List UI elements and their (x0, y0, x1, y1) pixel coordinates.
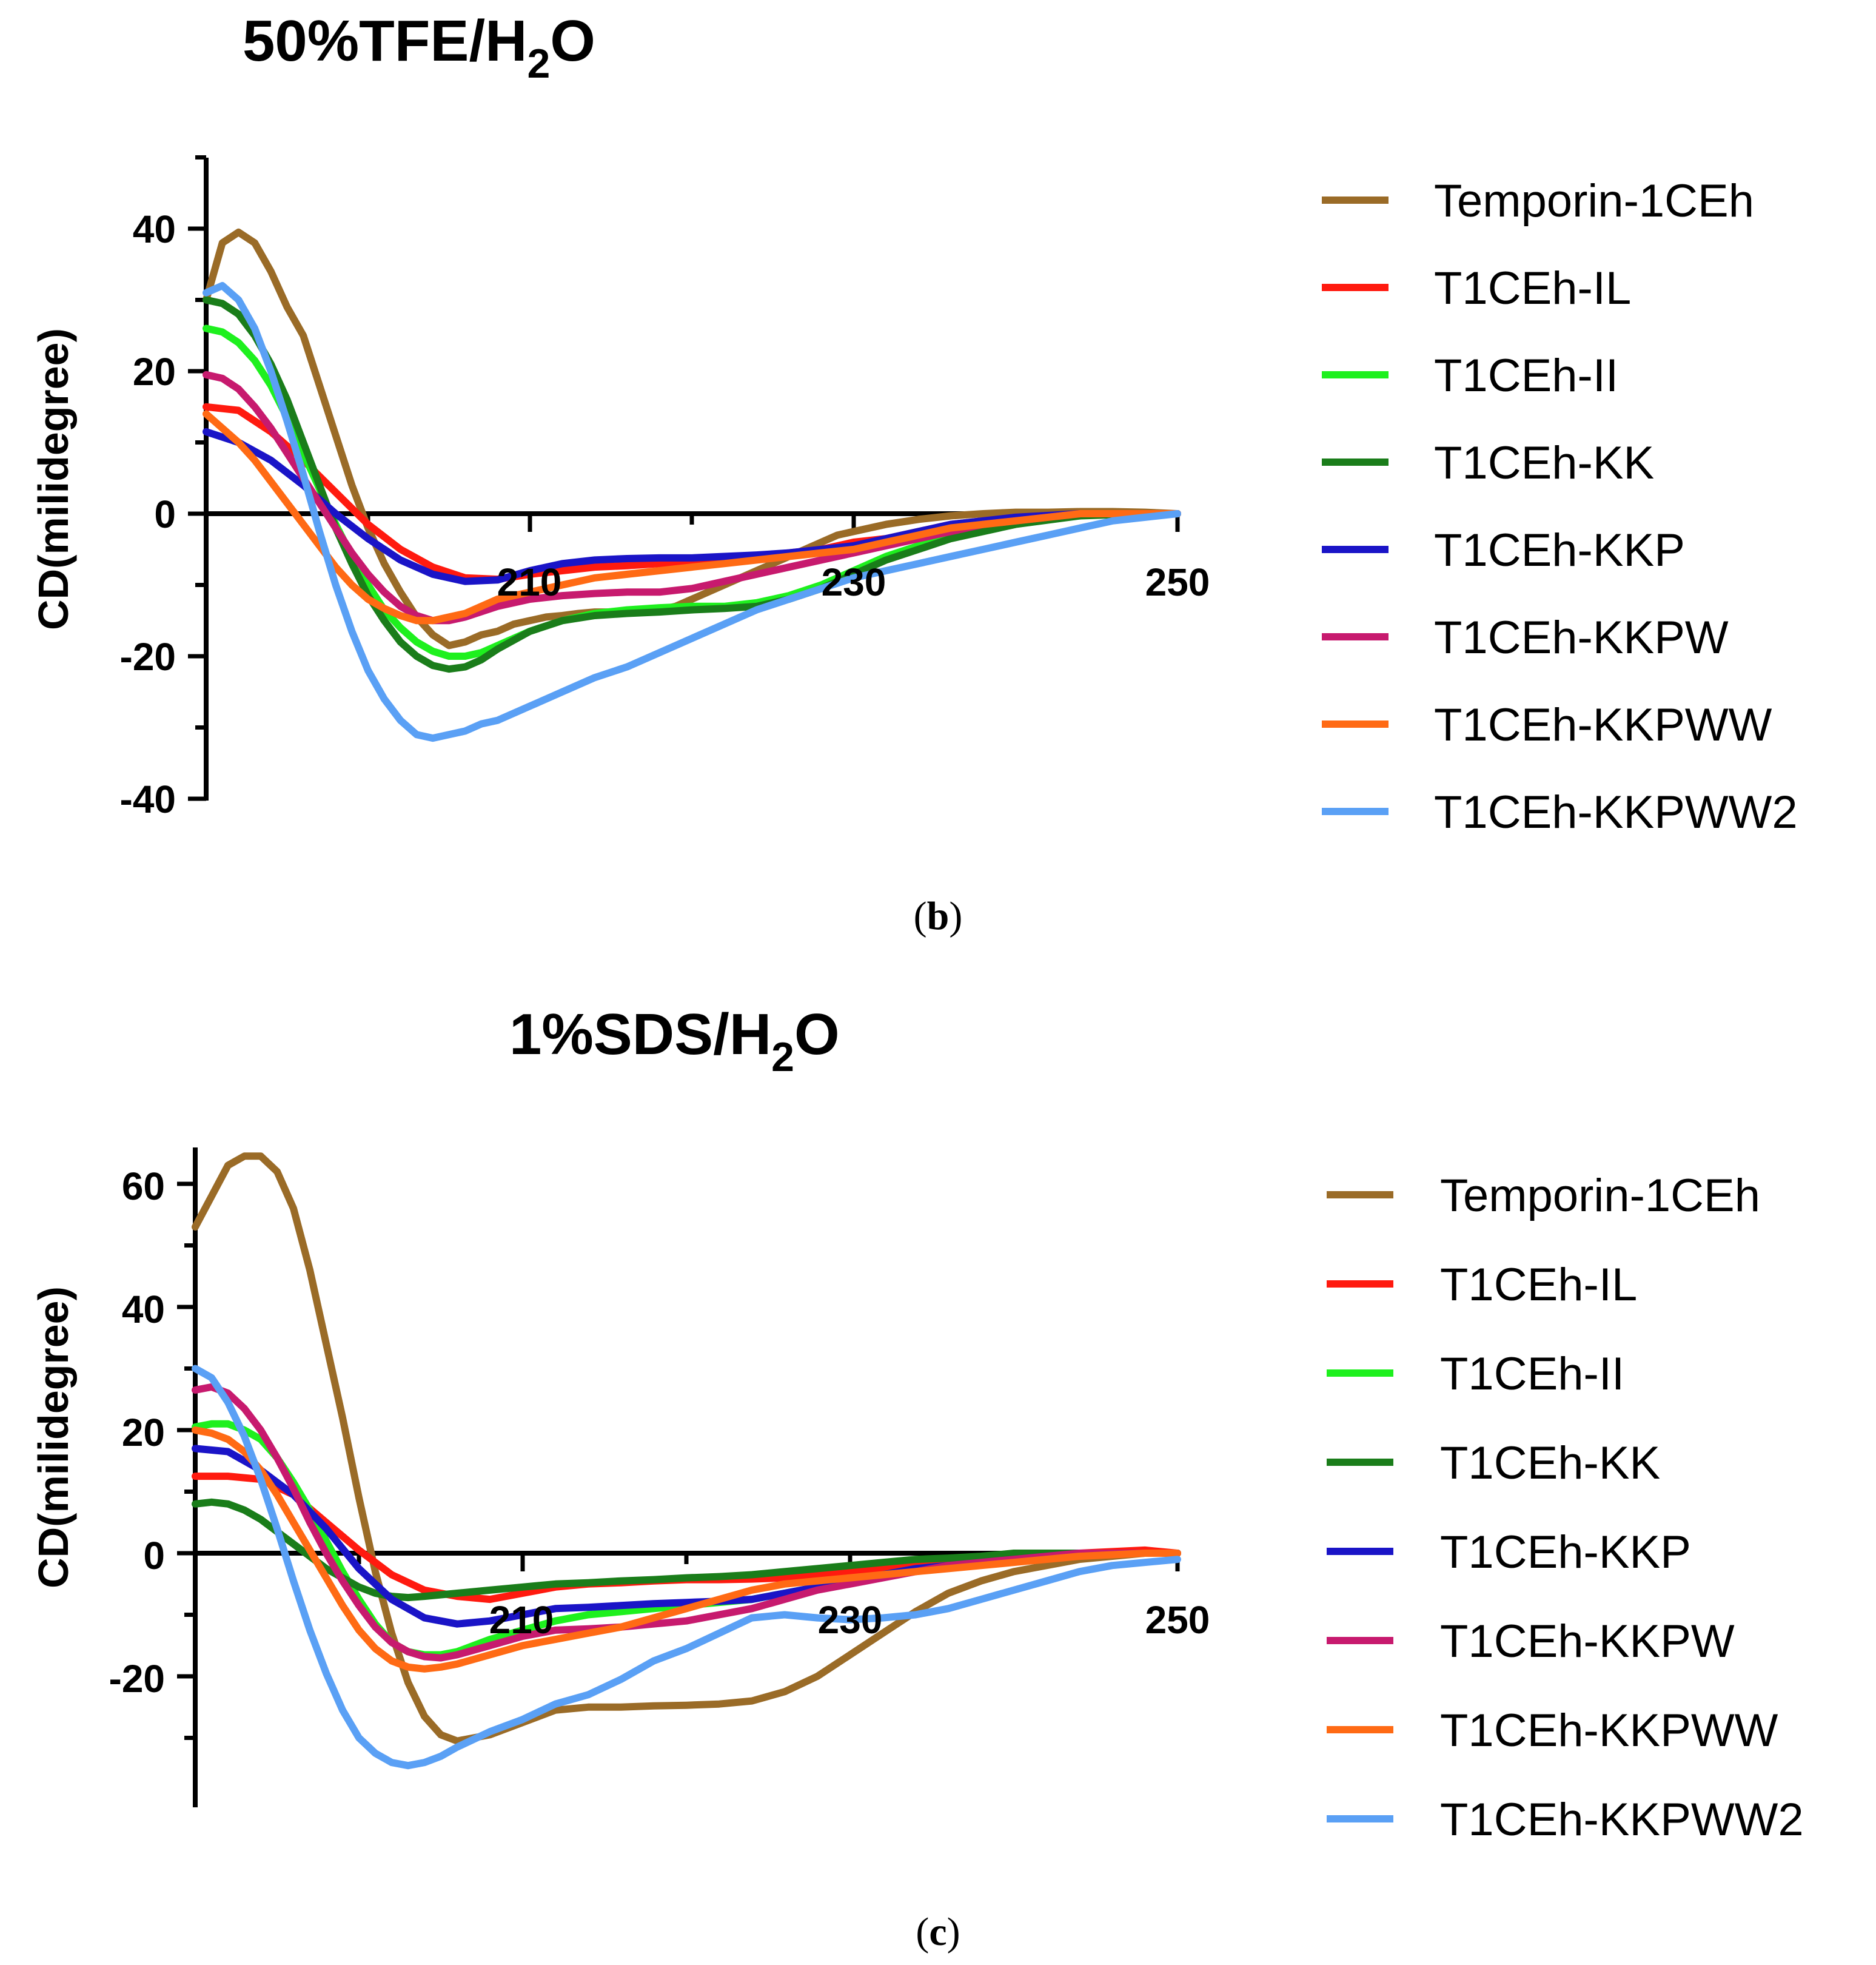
legend-c-label: T1CEh-KKPWW (1440, 1705, 1778, 1756)
chart-b-title-main: 50%TFE/H (243, 8, 527, 73)
chart-b-ytick-label: 0 (154, 492, 176, 536)
chart-c-xtick-label: 250 (1145, 1598, 1210, 1642)
chart-c-title-sub: 2 (771, 1034, 794, 1080)
legend-c-label: T1CEh-KKP (1440, 1527, 1691, 1578)
chart-b-title: 50%TFE/H2O (243, 8, 595, 87)
chart-c-series-temporin-1ceh (192, 1152, 1181, 1745)
chart-c-title-tail: O (794, 1002, 840, 1067)
chart-b-series-lines (203, 228, 1181, 742)
chart-b-title-tail: O (550, 8, 595, 73)
legend-b-label: T1CEh-KKPWW2 (1434, 787, 1798, 838)
chart-b-ylabel: CD(milidegree) (30, 328, 77, 630)
legend-b-label: T1CEh-KK (1434, 437, 1654, 489)
chart-c-ytick-label: 0 (143, 1534, 165, 1577)
chart-b-ytick-label: 20 (133, 350, 176, 394)
legend-b-label: Temporin-1CEh (1434, 175, 1754, 227)
legend-b-label: T1CEh-II (1434, 350, 1618, 401)
legend-c-label: Temporin-1CEh (1440, 1170, 1760, 1221)
chart-b-ytick-label: -40 (120, 778, 176, 821)
chart-b-ytick-label: 40 (133, 207, 176, 251)
chart-c-series-t1ceh-kkpww (192, 1426, 1181, 1673)
chart-c-series-t1ceh-kkpww2 (192, 1365, 1181, 1770)
chart-c-title: 1%SDS/H2O (509, 1002, 840, 1080)
chart-b-ytick-label: -20 (120, 635, 176, 679)
chart-b-legend: Temporin-1CEh T1CEh-IL T1CEh-II T1CEh-KK… (1322, 175, 1798, 838)
chart-b-series-t1ceh-kk (203, 296, 1181, 673)
legend-b-label: T1CEh-IL (1434, 263, 1631, 314)
chart-c-ytick-label: 20 (122, 1411, 165, 1454)
legend-b-label: T1CEh-KKP (1434, 525, 1685, 576)
chart-c-series-t1ceh-kk (192, 1498, 1181, 1602)
chart-b-xtick-label: 230 (822, 560, 886, 604)
chart-c-series-lines (192, 1152, 1181, 1770)
legend-b-label: T1CEh-KKPW (1434, 612, 1729, 663)
chart-c-ytick-label: 60 (122, 1164, 165, 1208)
chart-c: 1%SDS/H2O CD(milidegree) 60 40 20 0 -20 … (30, 1002, 1804, 1954)
panel-label-b: (b) (914, 894, 963, 938)
legend-c-label: T1CEh-KKPWW2 (1440, 1794, 1804, 1846)
legend-c-label: T1CEh-KK (1440, 1437, 1660, 1489)
panel-label-c: (c) (916, 1910, 960, 1954)
chart-b-xtick-label: 210 (497, 560, 562, 604)
chart-b-y-tick-marks (188, 155, 206, 801)
chart-c-ylabel: CD(milidegree) (30, 1286, 77, 1588)
chart-c-ytick-label: 40 (122, 1288, 165, 1331)
legend-c-label: T1CEh-IL (1440, 1259, 1637, 1311)
chart-c-legend: Temporin-1CEh T1CEh-IL T1CEh-II T1CEh-KK… (1327, 1170, 1804, 1846)
chart-b: 50%TFE/H2O CD(milidegree) 40 20 0 -20 -4… (30, 8, 1798, 938)
chart-b-series-t1ceh-kkpww (203, 410, 1181, 625)
chart-b-series-t1ceh-kkpww2 (203, 282, 1181, 742)
legend-c-label: T1CEh-KKPW (1440, 1616, 1735, 1667)
chart-b-title-sub: 2 (527, 41, 550, 87)
chart-c-y-tick-marks (177, 1181, 195, 1740)
legend-c-label: T1CEh-II (1440, 1348, 1624, 1400)
chart-c-xtick-label: 210 (489, 1598, 554, 1642)
chart-c-ytick-label: -20 (109, 1657, 166, 1701)
legend-b-label: T1CEh-KKPWW (1434, 699, 1772, 751)
chart-c-xtick-label: 230 (818, 1598, 883, 1642)
chart-c-title-main: 1%SDS/H (509, 1002, 771, 1067)
chart-b-xtick-label: 250 (1145, 560, 1210, 604)
